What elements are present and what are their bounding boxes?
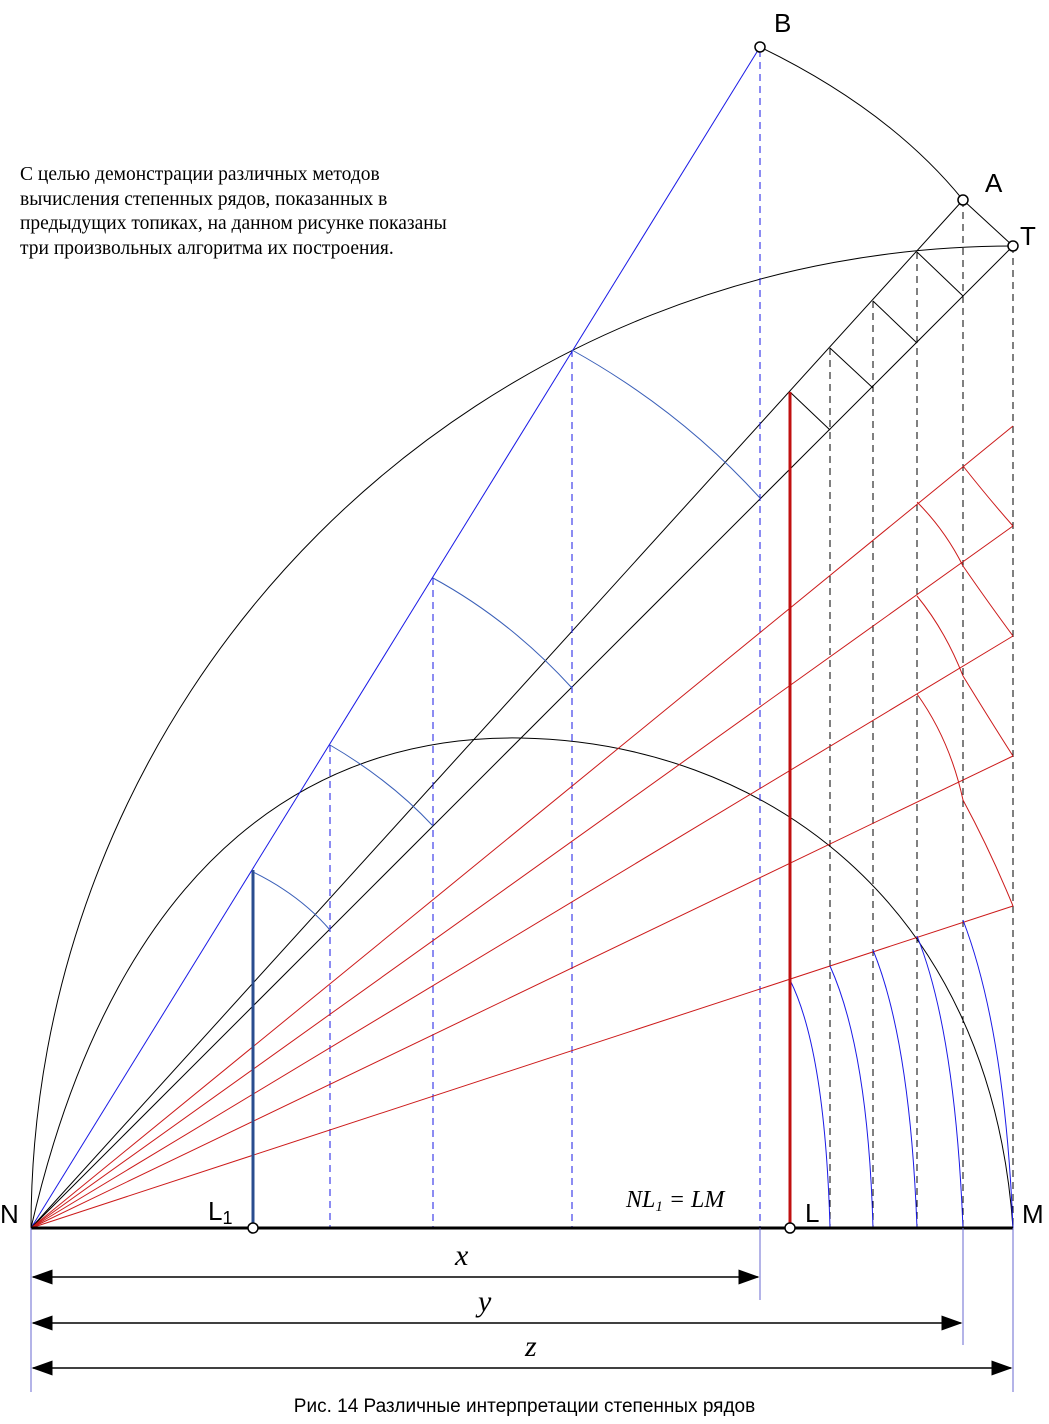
intro-line-1: С целью демонстрации различных методов: [20, 164, 380, 185]
point-B-marker: [754, 41, 766, 53]
point-A-marker: [957, 194, 969, 206]
formula-nl: NL: [625, 1187, 655, 1213]
red-fan-lines: [30, 425, 1014, 1229]
point-N-label: N: [0, 1199, 19, 1229]
point-markers: [247, 41, 1019, 1234]
dimension-y-label: y: [475, 1285, 492, 1318]
semicircle-NM: [30, 737, 1014, 1229]
point-L-label: L: [805, 1198, 819, 1228]
formula-subscript: 1: [655, 1199, 663, 1215]
figure-caption: Рис. 14 Различные интерпретации степенны…: [293, 1396, 756, 1417]
dimension-z-label: z: [524, 1330, 537, 1363]
point-T-marker: [1007, 240, 1019, 252]
point-B-label: B: [774, 8, 791, 38]
point-L1-main: L: [208, 1196, 222, 1226]
line-AT: [962, 199, 1014, 247]
point-L-marker: [784, 1222, 796, 1234]
intro-line-4: три произвольных алгоритма их построения…: [20, 237, 394, 259]
blue-arcs: [252, 349, 761, 931]
point-A-label: A: [985, 168, 1003, 198]
dimension-x-label: x: [454, 1239, 469, 1272]
formula-label: NL1 = LM: [625, 1187, 726, 1215]
ladder-rungs: [789, 251, 964, 431]
point-L1-subscript: 1: [222, 1208, 232, 1228]
intro-line-3: предыдущих топиках, на данном рисунке по…: [20, 213, 447, 234]
formula-rest: = LM: [663, 1187, 727, 1213]
point-L1-marker: [247, 1222, 259, 1234]
large-arc-NT: [30, 245, 1014, 1229]
point-L1-label: L1: [208, 1196, 232, 1228]
line-NA: [30, 199, 964, 1229]
point-M-label: M: [1022, 1199, 1044, 1229]
intro-text: С целью демонстрации различных методов в…: [20, 163, 580, 261]
black-dashed-verticals: [829, 200, 1014, 1228]
line-NT: [30, 245, 1014, 1229]
blue-bottom-arcs: [789, 919, 1014, 1229]
blue-dashed-verticals: [329, 50, 761, 1300]
extension-lines: [30, 1228, 1014, 1392]
intro-line-2: вычисления степенных рядов, показанных в: [20, 188, 388, 210]
arc-BA: [759, 46, 964, 201]
point-T-label: T: [1020, 221, 1036, 251]
red-arcs: [916, 465, 1014, 907]
line-NB: [30, 46, 761, 1229]
